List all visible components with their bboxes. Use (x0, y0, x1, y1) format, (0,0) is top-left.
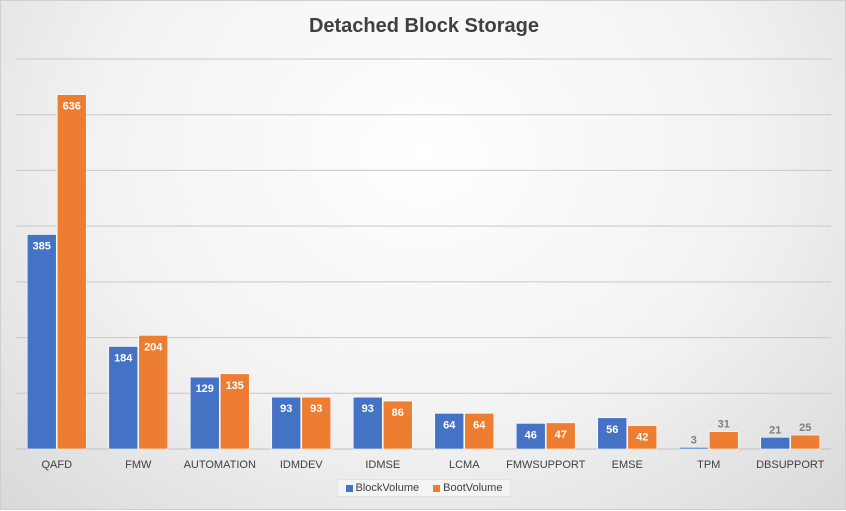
gridlines (16, 58, 831, 450)
category-label: IDMSE (365, 459, 400, 471)
bar-blockvolume-fmw (108, 346, 139, 450)
category-label: FMW (125, 459, 152, 471)
category-label: FMWSUPPORT (506, 459, 586, 471)
bar-bootvolume-dbsupport (790, 434, 821, 450)
data-label: 56 (606, 424, 618, 436)
data-label: 64 (473, 419, 486, 431)
data-label: 86 (392, 407, 404, 419)
category-labels: QAFD FMW AUTOMATION IDMDEV IDMSE LCMA FMWSUPPO… (41, 459, 824, 471)
legend: BlockVolume BootVolume (1, 479, 846, 497)
bar-bootvolume-fmwsupport (545, 422, 576, 450)
bar-bootvolume-lcma (464, 413, 495, 450)
category-label: EMSE (612, 459, 643, 471)
legend-swatch (433, 484, 441, 492)
bar-blockvolume-tpm (678, 447, 709, 450)
data-label: 204 (144, 341, 163, 353)
legend-item-bootvolume: BootVolume (433, 482, 502, 494)
data-label: 31 (718, 419, 730, 431)
bars (26, 94, 821, 450)
data-label: 47 (555, 429, 567, 441)
data-label: 46 (525, 429, 537, 441)
data-label: 385 (33, 241, 51, 253)
data-label: 184 (114, 352, 133, 364)
data-label: 135 (226, 380, 244, 392)
data-label: 93 (280, 403, 292, 415)
legend-label: BlockVolume (355, 482, 420, 494)
category-label: AUTOMATION (184, 459, 256, 471)
data-label: 21 (769, 424, 781, 436)
data-label: 636 (63, 101, 81, 113)
category-label: TPM (697, 459, 720, 471)
bar-bootvolume-tpm (708, 431, 739, 450)
category-label: QAFD (41, 459, 72, 471)
category-label: DBSUPPORT (756, 459, 825, 471)
bar-blockvolume-idmse (352, 396, 383, 450)
data-label: 129 (196, 383, 214, 395)
bar-bootvolume-idmdev (301, 396, 332, 450)
bar-bootvolume-emse (627, 425, 658, 450)
data-label: 3 (691, 434, 697, 446)
data-label: 42 (636, 432, 648, 444)
legend-swatch (345, 484, 353, 492)
data-label: 93 (310, 403, 322, 415)
data-label: 93 (362, 403, 374, 415)
bar-blockvolume-idmdev (271, 396, 302, 450)
bar-blockvolume-fmwsupport (515, 423, 546, 450)
bar-blockvolume-qafd (26, 234, 57, 450)
category-label: LCMA (449, 459, 480, 471)
bar-blockvolume-emse (597, 417, 628, 450)
bar-bootvolume-idmse (382, 400, 413, 450)
bar-bootvolume-fmw (138, 335, 169, 450)
category-label: IDMDEV (280, 459, 323, 471)
chart-title: Detached Block Storage (308, 15, 540, 37)
bar-bootvolume-automation (219, 373, 250, 450)
data-label: 64 (443, 419, 456, 431)
legend-label: BootVolume (443, 482, 503, 494)
bar-blockvolume-lcma (434, 413, 465, 450)
data-label: 25 (799, 422, 811, 434)
legend-item-blockvolume: BlockVolume (345, 482, 420, 494)
data-labels: 385 636 184 204 129 135 93 93 93 86 64 64 46 47 56 42 3 3… (33, 101, 812, 447)
bar-bootvolume-qafd (56, 94, 87, 450)
bar-blockvolume-automation (189, 376, 220, 450)
bar-blockvolume-dbsupport (760, 436, 791, 450)
